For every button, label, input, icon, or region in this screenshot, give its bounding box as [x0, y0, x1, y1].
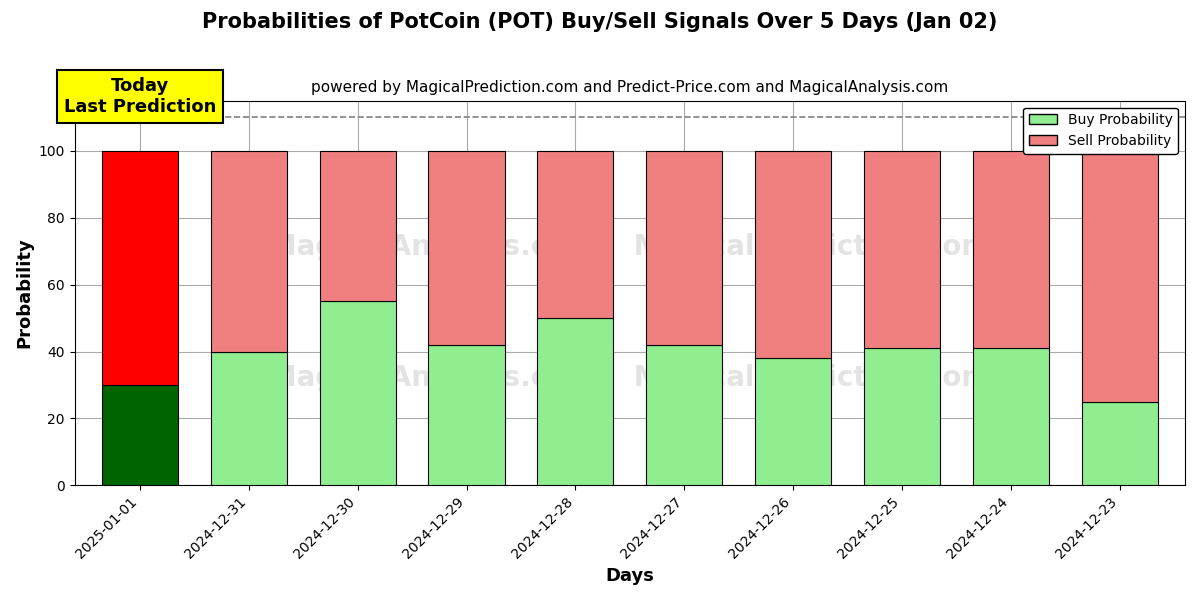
Bar — [755, 151, 832, 358]
Bar — [973, 348, 1049, 485]
Bar — [102, 385, 178, 485]
X-axis label: Days: Days — [605, 567, 654, 585]
Title: powered by MagicalPrediction.com and Predict-Price.com and MagicalAnalysis.com: powered by MagicalPrediction.com and Pre… — [311, 80, 948, 95]
Y-axis label: Probability: Probability — [16, 238, 34, 349]
Bar — [428, 151, 505, 345]
Bar — [973, 151, 1049, 348]
Bar — [211, 352, 287, 485]
Bar — [538, 151, 613, 318]
Text: Probabilities of PotCoin (POT) Buy/Sell Signals Over 5 Days (Jan 02): Probabilities of PotCoin (POT) Buy/Sell … — [203, 12, 997, 32]
Bar — [211, 151, 287, 352]
Bar — [1081, 401, 1158, 485]
Bar — [864, 151, 940, 348]
Bar — [428, 345, 505, 485]
Bar — [319, 151, 396, 301]
Text: MagicalAnalysis.com    MagicalPrediction.com: MagicalAnalysis.com MagicalPrediction.co… — [269, 364, 990, 392]
Bar — [319, 301, 396, 485]
Bar — [646, 151, 722, 345]
Bar — [538, 318, 613, 485]
Text: Today
Last Prediction: Today Last Prediction — [64, 77, 216, 116]
Bar — [1081, 151, 1158, 401]
Legend: Buy Probability, Sell Probability: Buy Probability, Sell Probability — [1024, 107, 1178, 154]
Bar — [755, 358, 832, 485]
Bar — [646, 345, 722, 485]
Bar — [864, 348, 940, 485]
Bar — [102, 151, 178, 385]
Text: MagicalAnalysis.com    MagicalPrediction.com: MagicalAnalysis.com MagicalPrediction.co… — [269, 233, 990, 261]
